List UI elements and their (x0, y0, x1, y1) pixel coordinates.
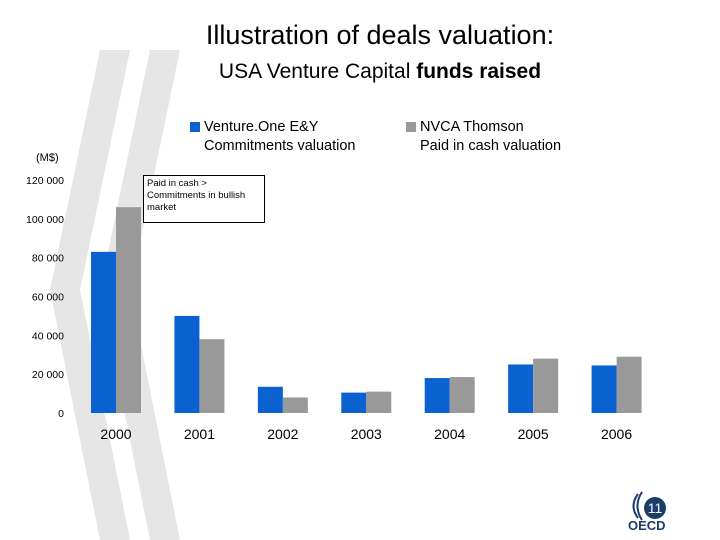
legend-nvca-line1: NVCA Thomson (420, 119, 524, 135)
bar-venture-2000 (91, 251, 116, 413)
oecd-logo: 11 OECD (624, 488, 668, 534)
y-tick-label: 20 000 (32, 369, 64, 381)
page-title: Illustration of deals valuation: (205, 20, 555, 50)
x-tick-label-2002: 2002 (267, 426, 298, 442)
oecd-logo-mark (632, 491, 666, 521)
y-tick-label: 80 000 (32, 253, 64, 265)
legend-nvca: NVCA Thomson Paid in cash valuation (406, 118, 562, 156)
subtitle-bold: funds raised (416, 60, 542, 83)
y-tick-label: 40 000 (32, 330, 64, 342)
bar-nvca-2005 (533, 358, 559, 413)
y-tick-label: 60 000 (32, 292, 64, 304)
chart-annotation: Paid in cash > Commitments in bullish ma… (143, 175, 265, 223)
x-tick-label-2005: 2005 (518, 426, 549, 442)
annotation-line3: market (147, 202, 177, 213)
bar-venture-2004 (424, 378, 450, 413)
legend-nvca-line2: Paid in cash valuation (420, 138, 562, 154)
x-tick-label-2004: 2004 (434, 426, 465, 442)
legend-swatch-venture (190, 122, 200, 132)
x-tick-label-2001: 2001 (184, 426, 215, 442)
subtitle-prefix: USA Venture Capital (218, 60, 417, 83)
bar-nvca-2000 (116, 207, 141, 413)
y-tick-label: 0 (58, 408, 64, 420)
y-tick-label: 100 000 (26, 214, 64, 226)
legend-venture: Venture.One E&Y Commitments valuation (190, 118, 356, 156)
x-tick-label-2003: 2003 (351, 426, 382, 442)
legend-venture-line2: Commitments valuation (204, 138, 356, 154)
page-subtitle: USA Venture Capital funds raised (0, 60, 720, 84)
bar-venture-2002 (257, 386, 283, 413)
bar-nvca-2001 (199, 339, 225, 413)
legend-swatch-nvca (406, 122, 416, 132)
legend-venture-line1: Venture.One E&Y (204, 119, 319, 135)
bar-venture-2006 (591, 365, 617, 413)
annotation-line1: Paid in cash > (147, 178, 207, 189)
y-axis-unit-label: (M$) (36, 152, 59, 164)
x-tick-label-2000: 2000 (100, 426, 131, 442)
logo-text: OECD (628, 518, 666, 533)
page-number: 11 (647, 500, 663, 516)
y-tick-label: 120 000 (26, 175, 64, 187)
bar-nvca-2003 (366, 391, 392, 413)
annotation-line2: Commitments in bullish (147, 190, 246, 201)
bar-venture-2005 (508, 364, 534, 413)
x-tick-label-2006: 2006 (601, 426, 632, 442)
bar-venture-2001 (174, 315, 200, 413)
bar-nvca-2004 (449, 377, 475, 413)
bar-nvca-2006 (616, 356, 642, 413)
bar-nvca-2002 (282, 397, 308, 413)
bar-venture-2003 (341, 392, 367, 413)
